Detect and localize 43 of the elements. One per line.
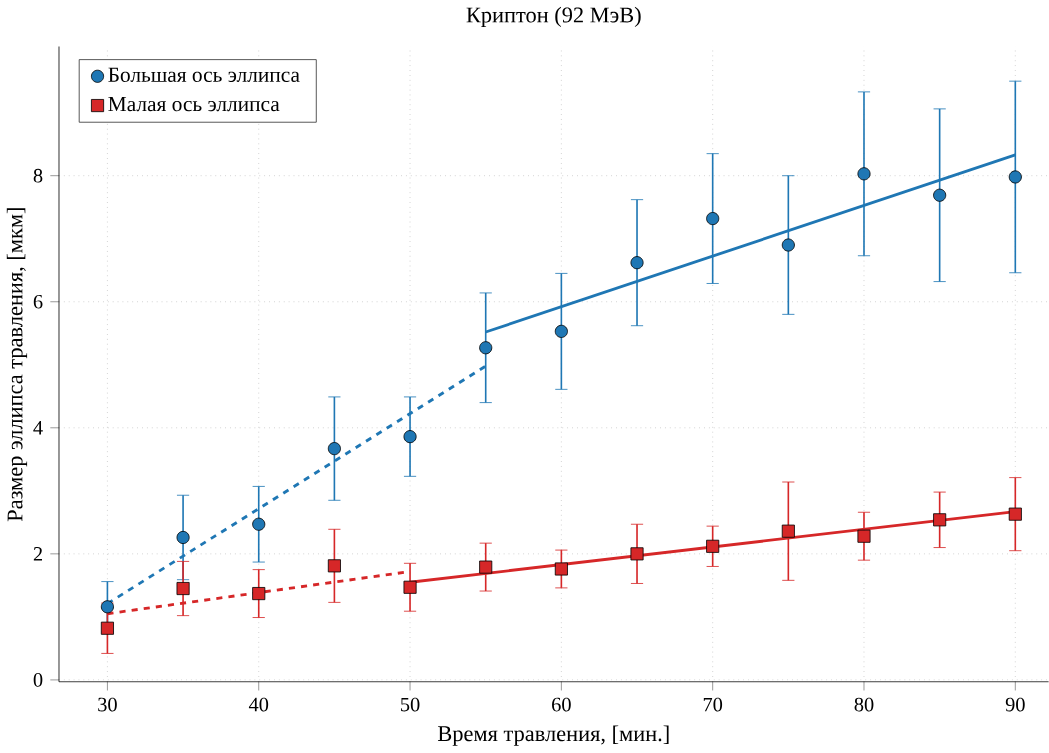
point — [479, 560, 493, 574]
point — [252, 587, 266, 601]
y-tick-label: 2 — [33, 547, 42, 561]
point — [1008, 507, 1022, 521]
point — [176, 582, 190, 596]
point — [554, 562, 568, 576]
x-axis-title: Время травления, [мин.] — [437, 725, 669, 746]
y-tick-label: 8 — [33, 169, 43, 183]
point — [781, 238, 795, 252]
point — [630, 256, 644, 270]
point — [100, 600, 114, 614]
point — [327, 442, 341, 456]
x-tick-label: 90 — [1005, 697, 1025, 712]
x-tick-label: 60 — [552, 697, 571, 712]
point — [176, 531, 190, 545]
x-tick-label: 50 — [401, 697, 420, 712]
point — [781, 524, 795, 538]
point — [857, 167, 871, 181]
point — [403, 430, 417, 444]
x-tick-label: 80 — [854, 697, 874, 712]
point — [1008, 170, 1022, 184]
chart-title: Криптон (92 МэВ) — [466, 7, 641, 28]
point — [252, 517, 266, 531]
point — [479, 341, 493, 355]
y-tick-label: 0 — [33, 673, 43, 688]
point — [554, 325, 568, 339]
point — [933, 188, 947, 203]
x-tick-label: 70 — [703, 697, 723, 712]
point — [403, 580, 417, 595]
point — [100, 621, 114, 635]
point — [327, 559, 341, 573]
y-tick-label: 6 — [33, 295, 43, 309]
y-tick-label: 4 — [33, 421, 43, 435]
x-tick-label: 40 — [248, 697, 269, 712]
x-tick-label: 30 — [98, 697, 117, 712]
point — [857, 529, 871, 543]
legend-label: Большая ось эллипса — [108, 68, 300, 83]
point — [706, 212, 720, 226]
legend-label: Малая ось эллипса — [108, 97, 280, 112]
point — [706, 540, 720, 554]
point — [933, 513, 947, 527]
y-axis-title: Размер эллипса травления, [мкм] — [6, 208, 28, 522]
point — [630, 547, 644, 561]
